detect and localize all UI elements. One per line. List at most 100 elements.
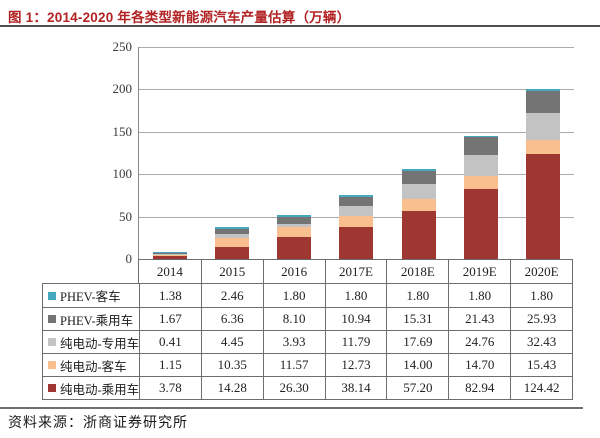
legend-color-chip xyxy=(48,361,56,369)
value-cell: 24.76 xyxy=(448,330,511,353)
value-cell: 38.14 xyxy=(324,376,387,399)
legend-cell: PHEV-乘用车 xyxy=(43,307,139,330)
value-cell: 14.28 xyxy=(200,376,263,399)
bar-segment xyxy=(525,89,560,91)
value-cell: 8.10 xyxy=(262,307,325,330)
plot-area xyxy=(138,47,574,259)
year-header-cell: 2019E xyxy=(448,260,510,283)
bar-segment xyxy=(463,135,498,138)
value-cell: 1.80 xyxy=(510,284,572,307)
value-cell: 1.80 xyxy=(448,284,510,307)
source-note: 资料来源：浙商证券研究所 xyxy=(8,416,188,431)
bar-segment xyxy=(277,215,312,217)
bar-2018E xyxy=(388,47,450,259)
legend-color-chip xyxy=(48,315,56,323)
y-tick-label: 250 xyxy=(112,39,133,54)
figure-title: 图 1：2014-2020 年各类型新能源汽车产量估算（万辆） xyxy=(8,10,351,25)
bar-segment xyxy=(153,251,188,254)
year-header-cell: 2016 xyxy=(262,260,325,283)
bar-segment xyxy=(463,155,498,177)
value-cell: 82.94 xyxy=(448,376,511,399)
value-cell: 10.94 xyxy=(324,307,387,330)
value-cell: 6.36 xyxy=(200,307,263,330)
legend-label: PHEV-客车 xyxy=(60,290,121,304)
gridline-150 xyxy=(139,131,574,133)
legend-label: 纯电动-客车 xyxy=(60,359,127,374)
bar-2015 xyxy=(201,47,263,259)
year-header-cell: 2018E xyxy=(386,260,448,283)
value-cell: 14.00 xyxy=(386,353,449,376)
bar-segment xyxy=(463,137,498,156)
value-cell: 15.31 xyxy=(386,307,449,330)
year-header-cell: 2017E xyxy=(324,260,387,283)
value-cell: 1.80 xyxy=(324,284,387,307)
bar-segment xyxy=(153,255,188,259)
value-cell: 1.80 xyxy=(386,284,448,307)
bar-segment xyxy=(277,216,312,224)
table-header-row: 2014 2015 2016 2017E 2018E 2019E 2020E xyxy=(138,259,573,283)
value-cell: 3.78 xyxy=(139,376,201,399)
value-cell: 124.42 xyxy=(510,376,572,399)
value-cell: 1.15 xyxy=(139,353,201,376)
bar-2017E xyxy=(325,47,387,259)
value-cell: 15.43 xyxy=(510,353,572,376)
bar-segment xyxy=(339,226,374,259)
value-cell: 1.67 xyxy=(139,307,201,330)
legend-cell: PHEV-客车 xyxy=(43,284,139,307)
bar-segment xyxy=(215,234,250,239)
year-header-cell: 2014 xyxy=(156,263,183,279)
bar-segment xyxy=(525,112,560,141)
bar-segment xyxy=(401,170,436,184)
y-tick-label: 200 xyxy=(112,81,133,97)
table-body: PHEV-客车 1.38 2.46 1.80 1.80 1.80 1.80 1.80 PHEV-… xyxy=(42,283,573,400)
bar-2014 xyxy=(139,47,201,259)
value-cell: 1.80 xyxy=(262,284,325,307)
bar-2016 xyxy=(263,47,325,259)
y-tick-label: 50 xyxy=(119,208,132,224)
bar-columns xyxy=(139,47,574,259)
value-cell: 1.38 xyxy=(139,284,201,307)
footer-divider xyxy=(0,407,583,409)
legend-cell: 纯电动-乘用车 xyxy=(43,376,139,399)
year-header-cell: 2020E xyxy=(510,260,572,283)
year-header-cell: 2015 xyxy=(200,260,263,283)
bar-segment xyxy=(215,246,250,259)
value-cell: 11.79 xyxy=(324,330,387,353)
value-cell: 11.57 xyxy=(262,353,325,376)
legend-cell: 纯电动-专用车 xyxy=(43,330,139,353)
value-cell: 14.70 xyxy=(448,353,511,376)
title-divider xyxy=(0,25,600,27)
bar-segment xyxy=(339,196,374,206)
value-cell: 32.43 xyxy=(510,330,572,353)
legend-color-chip xyxy=(48,291,56,300)
y-tick-label: 150 xyxy=(112,123,133,139)
gridline-100 xyxy=(139,174,574,176)
bar-segment xyxy=(277,223,312,227)
bar-segment xyxy=(277,226,312,237)
value-cell: 4.45 xyxy=(200,330,263,353)
bar-segment xyxy=(401,183,436,199)
value-cell: 17.69 xyxy=(386,330,449,353)
bar-segment xyxy=(525,140,560,154)
legend-color-chip xyxy=(48,384,56,392)
bar-segment xyxy=(215,228,250,235)
bar-segment xyxy=(215,238,250,247)
bar-segment xyxy=(339,205,374,216)
gridline-250 xyxy=(139,47,574,48)
bar-2020E xyxy=(512,47,574,259)
y-tick-label: 100 xyxy=(112,166,133,182)
bar-segment xyxy=(277,236,312,259)
value-cell: 3.93 xyxy=(262,330,325,353)
bar-segment xyxy=(525,153,560,259)
legend-label: 纯电动-专用车 xyxy=(60,336,140,351)
value-cell: 26.30 xyxy=(262,376,325,399)
value-cell: 57.20 xyxy=(386,376,449,399)
value-cell: 10.35 xyxy=(200,353,263,376)
bar-segment xyxy=(463,188,498,259)
gridline-200 xyxy=(139,89,574,91)
legend-label: PHEV-乘用车 xyxy=(60,313,134,328)
value-cell: 12.73 xyxy=(324,353,387,376)
bar-segment xyxy=(215,226,250,229)
bar-segment xyxy=(463,176,498,189)
